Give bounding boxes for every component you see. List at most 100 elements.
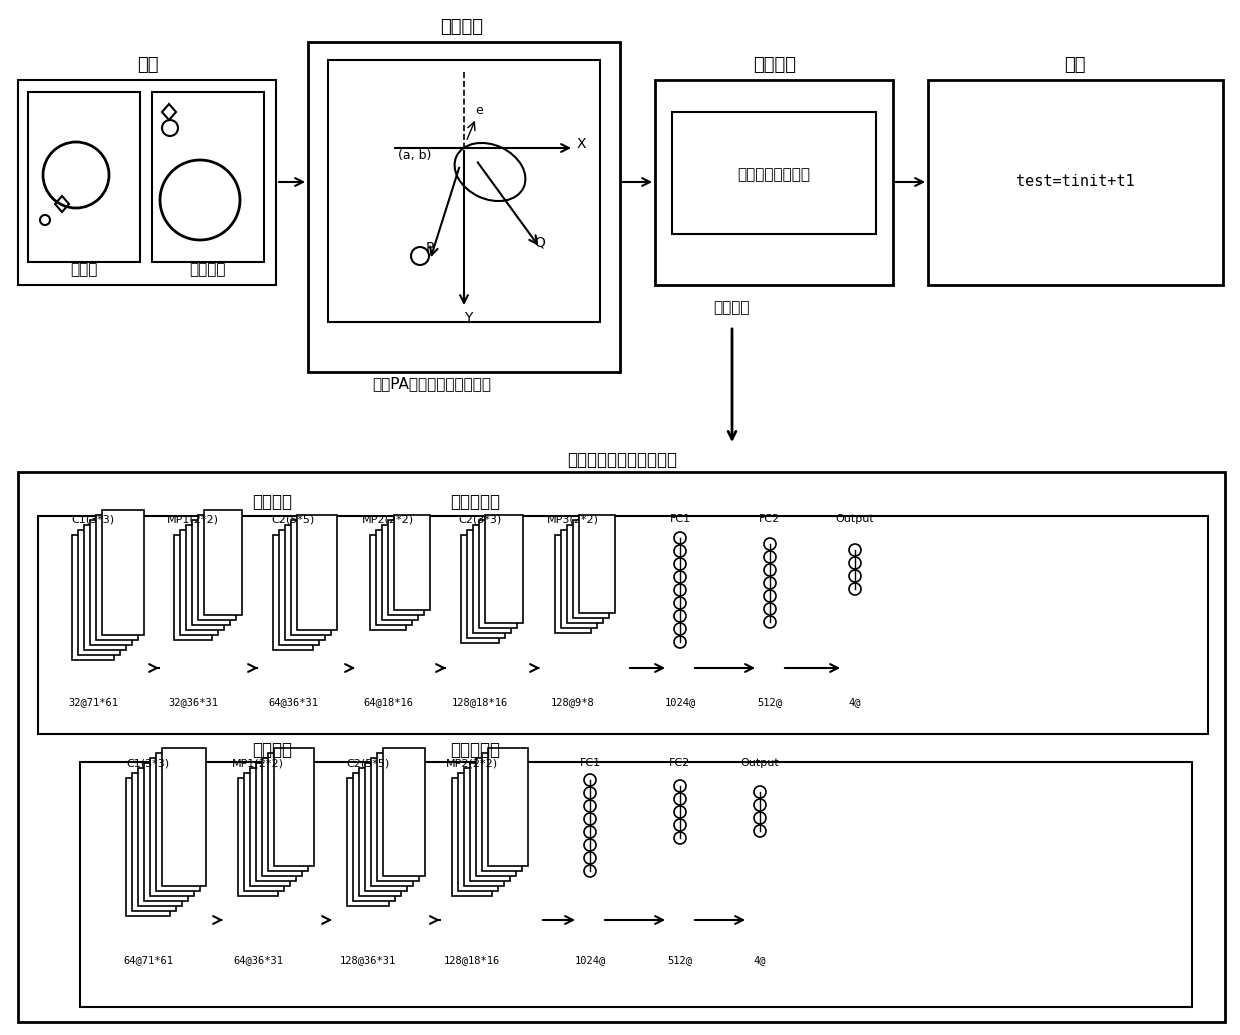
- Bar: [353, 773, 396, 901]
- Bar: [144, 763, 188, 901]
- Text: 64@36*31: 64@36*31: [233, 955, 283, 965]
- Bar: [29, 92, 140, 262]
- Bar: [470, 763, 510, 881]
- Bar: [479, 520, 517, 628]
- Bar: [308, 42, 620, 372]
- Bar: [556, 535, 591, 633]
- Bar: [360, 768, 401, 896]
- Bar: [205, 510, 242, 615]
- Text: C2(3*3): C2(3*3): [459, 514, 502, 524]
- Bar: [573, 520, 609, 618]
- Text: 参数回归: 参数回归: [714, 300, 750, 316]
- Text: e: e: [475, 104, 482, 117]
- Bar: [482, 753, 522, 871]
- Bar: [238, 778, 278, 896]
- Text: Output: Output: [836, 514, 874, 524]
- Text: 级联卷积神经网络放大图: 级联卷积神经网络放大图: [567, 451, 677, 469]
- Text: 512@: 512@: [758, 697, 782, 707]
- Text: MP2(2*2): MP2(2*2): [446, 758, 498, 768]
- Text: C1(3*3): C1(3*3): [72, 514, 114, 524]
- Bar: [255, 763, 296, 881]
- Text: 第二阶段: 第二阶段: [754, 56, 796, 73]
- Text: C1(3*3): C1(3*3): [126, 758, 170, 768]
- Text: MP1(2*2): MP1(2*2): [167, 514, 219, 524]
- Bar: [377, 753, 419, 881]
- Bar: [567, 525, 603, 623]
- Text: MP2(2*2): MP2(2*2): [362, 514, 414, 524]
- Text: 32@71*61: 32@71*61: [68, 697, 118, 707]
- Text: 64@36*31: 64@36*31: [268, 697, 317, 707]
- Bar: [291, 520, 331, 635]
- Bar: [467, 530, 505, 638]
- Bar: [365, 763, 407, 891]
- Bar: [268, 753, 308, 871]
- Bar: [78, 530, 120, 655]
- Bar: [394, 515, 430, 610]
- Text: 细调网络: 细调网络: [252, 741, 291, 759]
- Bar: [347, 778, 389, 906]
- Bar: [329, 60, 600, 322]
- Bar: [95, 515, 138, 640]
- Text: 第二级网络: 第二级网络: [450, 741, 500, 759]
- Text: 粗调网络: 粗调网络: [252, 493, 291, 511]
- Bar: [285, 525, 325, 640]
- Bar: [84, 525, 126, 650]
- Bar: [198, 515, 236, 620]
- Bar: [298, 515, 337, 630]
- Bar: [262, 758, 303, 876]
- Bar: [150, 758, 193, 896]
- Text: 1024@: 1024@: [574, 955, 605, 965]
- Bar: [131, 773, 176, 911]
- Bar: [928, 80, 1223, 285]
- Text: 1024@: 1024@: [665, 697, 696, 707]
- Bar: [91, 520, 131, 645]
- Text: C2(5*5): C2(5*5): [346, 758, 389, 768]
- Bar: [244, 773, 284, 891]
- Text: FC1: FC1: [670, 514, 691, 524]
- Text: FC2: FC2: [759, 514, 781, 524]
- Text: 128@18*16: 128@18*16: [451, 697, 508, 707]
- Bar: [672, 112, 875, 234]
- Text: 输出: 输出: [1064, 56, 1086, 73]
- Bar: [250, 768, 290, 886]
- Bar: [472, 525, 511, 633]
- Text: Q: Q: [534, 235, 546, 249]
- Text: MP1(2*2): MP1(2*2): [232, 758, 284, 768]
- Text: (a, b): (a, b): [398, 149, 432, 162]
- Text: P: P: [425, 241, 434, 255]
- Bar: [38, 516, 1208, 734]
- Bar: [376, 530, 412, 625]
- Bar: [458, 773, 498, 891]
- Text: MP3(2*2): MP3(2*2): [547, 514, 599, 524]
- Bar: [192, 520, 229, 625]
- Bar: [156, 753, 200, 891]
- Text: 64@71*61: 64@71*61: [123, 955, 174, 965]
- Text: 128@9*8: 128@9*8: [551, 697, 595, 707]
- Bar: [19, 472, 1225, 1022]
- Text: FC2: FC2: [670, 758, 691, 768]
- Text: 任务: 任务: [138, 56, 159, 73]
- Bar: [72, 535, 114, 660]
- Text: 64@18*16: 64@18*16: [363, 697, 413, 707]
- Bar: [485, 515, 523, 623]
- Bar: [102, 510, 144, 635]
- Text: test=tinit+t1: test=tinit+t1: [1016, 175, 1135, 189]
- Text: Y: Y: [464, 310, 472, 325]
- Bar: [370, 535, 405, 630]
- Text: 4@: 4@: [848, 697, 862, 707]
- Text: 第一阶段: 第一阶段: [440, 18, 484, 36]
- Bar: [371, 758, 413, 886]
- Bar: [174, 535, 212, 640]
- Text: 级联卷积神经网络: 级联卷积神经网络: [738, 168, 811, 182]
- Bar: [153, 92, 264, 262]
- Bar: [388, 520, 424, 615]
- Bar: [464, 768, 503, 886]
- Bar: [126, 778, 170, 916]
- Bar: [274, 748, 314, 866]
- Bar: [279, 530, 319, 645]
- Text: 源图像: 源图像: [71, 263, 98, 277]
- Bar: [19, 80, 277, 285]
- Bar: [81, 762, 1192, 1007]
- Text: X: X: [577, 137, 587, 151]
- Text: 4@: 4@: [754, 955, 766, 965]
